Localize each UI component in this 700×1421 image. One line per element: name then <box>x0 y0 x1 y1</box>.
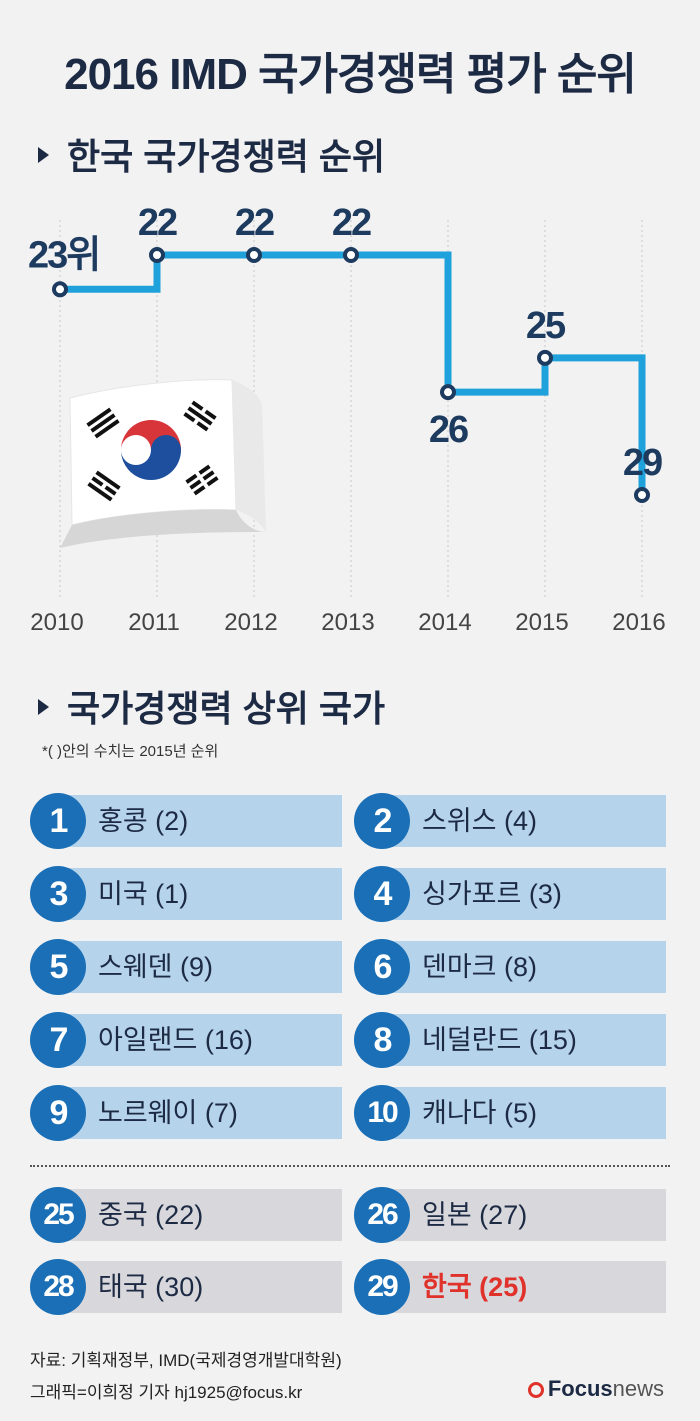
ranking-bar <box>384 1261 666 1313</box>
rank-badge: 4 <box>354 866 410 922</box>
ranking-item: 9 노르웨이 (7) <box>30 1085 342 1141</box>
section-heading-text: 한국 국가경쟁력 순위 <box>67 136 386 177</box>
series-line-korea-rank <box>60 251 646 495</box>
section-heading-text: 국가경쟁력 상위 국가 <box>67 688 386 729</box>
data-point <box>537 349 553 366</box>
country-label: 캐나다 (5) <box>422 1098 538 1128</box>
country-label: 한국 (25) <box>422 1272 528 1302</box>
ranking-bar <box>60 1189 342 1241</box>
country-label: 홍콩 (2) <box>98 806 189 836</box>
ranking-bar <box>384 868 666 920</box>
data-label: 22 <box>332 202 371 244</box>
ranking-bar <box>384 1189 666 1241</box>
ranking-item: 4 싱가포르 (3) <box>354 866 666 922</box>
logo-brand: Focus <box>547 1376 613 1401</box>
rank-badge: 26 <box>354 1187 410 1243</box>
triangle-bullet-icon <box>38 147 49 164</box>
data-label: 25 <box>526 305 566 347</box>
rank-badge: 1 <box>30 793 86 849</box>
rank-badge: 6 <box>354 939 410 995</box>
rank-note: *( )안의 수치는 2015년 순위 <box>42 743 219 760</box>
ranking-item: 6 덴마크 (8) <box>354 939 666 995</box>
x-tick-label: 2016 <box>612 609 665 636</box>
data-point <box>440 384 456 401</box>
ranking-bar <box>60 941 342 993</box>
data-point <box>149 247 165 263</box>
logo-suffix: news <box>612 1376 664 1401</box>
country-label: 태국 (30) <box>98 1272 204 1302</box>
country-label: 일본 (27) <box>422 1200 528 1230</box>
section-heading-korea-rank: 한국 국가경쟁력 순위 <box>38 128 385 180</box>
korean-flag-image <box>60 379 266 548</box>
x-tick-label: 2010 <box>30 609 83 636</box>
country-label: 덴마크 (8) <box>422 952 538 982</box>
rank-badge: 7 <box>30 1012 86 1068</box>
country-label: 미국 (1) <box>98 879 189 909</box>
data-label: 23위 <box>28 234 99 276</box>
dotted-divider <box>30 1165 670 1167</box>
ranking-bar <box>60 868 342 920</box>
ranking-item: 29 한국 (25) <box>354 1259 666 1315</box>
ranking-item: 1 홍콩 (2) <box>30 793 342 849</box>
ranking-item: 5 스웨덴 (9) <box>30 939 342 995</box>
country-label: 싱가포르 (3) <box>422 879 562 909</box>
data-point <box>343 247 359 263</box>
korea-rank-step-chart: 23위 22 22 22 26 25 29 2010 2011 2012 2013 2014 2015… <box>28 202 666 636</box>
ranking-item: 3 미국 (1) <box>30 866 342 922</box>
ranking-bar <box>384 1014 666 1066</box>
data-label: 22 <box>235 202 274 244</box>
data-label: 26 <box>429 409 468 451</box>
focusnews-logo: Focusnews <box>527 1376 664 1402</box>
country-label: 중국 (22) <box>98 1200 204 1230</box>
data-point <box>52 281 68 298</box>
ranking-bar <box>384 941 666 993</box>
section-heading-top-countries: 국가경쟁력 상위 국가 <box>38 680 385 732</box>
ranking-item: 8 네덜란드 (15) <box>354 1012 666 1068</box>
ranking-bar <box>60 1087 342 1139</box>
country-label: 노르웨이 (7) <box>98 1098 238 1128</box>
ranking-item: 26 일본 (27) <box>354 1187 666 1243</box>
ranking-item: 28 태국 (30) <box>30 1259 342 1315</box>
x-tick-label: 2014 <box>418 609 471 636</box>
rank-badge: 9 <box>30 1085 86 1141</box>
page-title: 2016 IMD 국가경쟁력 평가 순위 <box>64 50 637 99</box>
ranking-bar <box>384 795 666 847</box>
country-label: 스웨덴 (9) <box>98 952 214 982</box>
rank-badge: 3 <box>30 866 86 922</box>
rank-badge: 28 <box>30 1259 86 1315</box>
ranking-bar <box>60 1014 342 1066</box>
ranking-bar <box>60 795 342 847</box>
ranking-item: 10 캐나다 (5) <box>354 1085 666 1141</box>
data-point <box>634 487 650 503</box>
rank-badge: 25 <box>30 1187 86 1243</box>
x-tick-label: 2013 <box>321 609 374 636</box>
x-tick-label: 2015 <box>515 609 568 636</box>
ranking-item: 2 스위스 (4) <box>354 793 666 849</box>
data-label: 29 <box>623 442 662 484</box>
rank-badge: 10 <box>354 1085 410 1141</box>
rank-badge: 5 <box>30 939 86 995</box>
rank-badge: 29 <box>354 1259 410 1315</box>
rank-badge: 8 <box>354 1012 410 1068</box>
ranking-bar <box>384 1087 666 1139</box>
country-label: 스위스 (4) <box>422 806 538 836</box>
credit-line: 그래픽=이희정 기자 hj1925@focus.kr <box>30 1383 303 1402</box>
ranking-bar <box>60 1261 342 1313</box>
triangle-bullet-icon <box>38 699 49 716</box>
source-line: 자료: 기획재정부, IMD(국제경영개발대학원) <box>30 1351 342 1370</box>
country-label: 네덜란드 (15) <box>422 1025 577 1055</box>
ranking-item: 7 아일랜드 (16) <box>30 1012 342 1068</box>
country-label: 아일랜드 (16) <box>98 1025 253 1055</box>
ranking-item: 25 중국 (22) <box>30 1187 342 1243</box>
rank-badge: 2 <box>354 793 410 849</box>
data-point <box>246 247 262 263</box>
data-label: 22 <box>138 202 177 244</box>
x-tick-label: 2011 <box>128 609 180 636</box>
logo-circle-icon <box>527 1382 544 1399</box>
x-tick-label: 2012 <box>224 609 277 636</box>
